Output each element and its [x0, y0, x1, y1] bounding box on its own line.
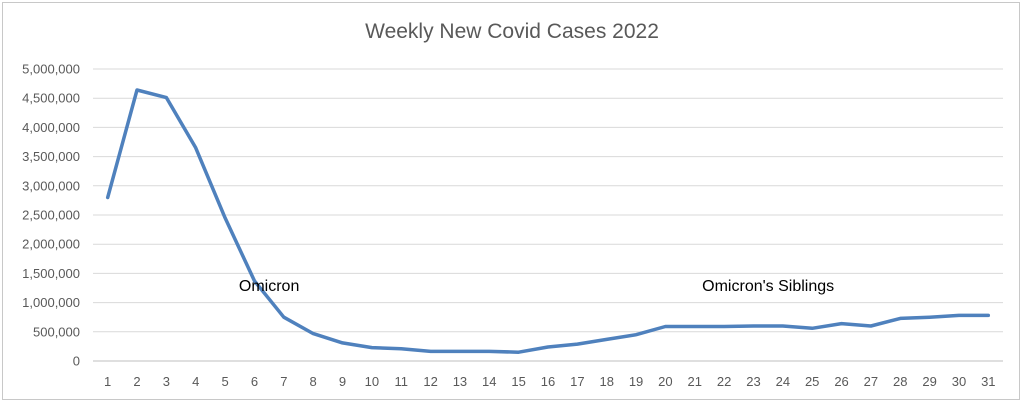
annotation-label: Omicron: [239, 278, 299, 295]
x-tick-labels: 1 2 3 4 5 6 7 8 9 10 11 12 13 14 15 16 17 18 19 20 21 22 23 24 2…: [104, 374, 995, 389]
chart-frame: [2, 2, 1020, 400]
x-tick-label: 10: [365, 374, 379, 389]
x-tick-label: 29: [922, 374, 936, 389]
x-tick-label: 30: [952, 374, 966, 389]
x-tick-label: 31: [981, 374, 995, 389]
x-tick-label: 20: [658, 374, 672, 389]
x-tick-label: 25: [805, 374, 819, 389]
x-tick-label: 26: [834, 374, 848, 389]
x-tick-label: 12: [423, 374, 437, 389]
x-tick-label: 9: [339, 374, 346, 389]
x-tick-label: 7: [280, 374, 287, 389]
y-tick-label: 2,000,000: [22, 237, 80, 252]
y-tick-label: 0: [73, 354, 80, 369]
x-tick-label: 13: [453, 374, 467, 389]
x-tick-label: 19: [629, 374, 643, 389]
y-tick-label: 1,500,000: [22, 266, 80, 281]
x-tick-label: 18: [599, 374, 613, 389]
y-tick-labels: 0 500,000 1,000,000 1,500,000 2,000,000 2,500…: [22, 62, 80, 369]
x-tick-label: 23: [746, 374, 760, 389]
x-tick-label: 21: [688, 374, 702, 389]
x-tick-label: 27: [864, 374, 878, 389]
x-tick-label: 17: [570, 374, 584, 389]
x-tick-label: 5: [221, 374, 228, 389]
x-tick-label: 3: [163, 374, 170, 389]
series-line: [105, 88, 991, 354]
y-tick-label: 4,500,000: [22, 91, 80, 106]
annotations: Omicron Omicron's Siblings: [239, 278, 834, 295]
x-tick-label: 15: [511, 374, 525, 389]
chart-title: Weekly New Covid Cases 2022: [365, 20, 659, 43]
y-tick-label: 500,000: [33, 324, 80, 339]
x-tick-label: 1: [104, 374, 111, 389]
x-tick-label: 8: [310, 374, 317, 389]
x-tick-label: 4: [192, 374, 199, 389]
y-tick-label: 5,000,000: [22, 62, 80, 77]
x-tick-label: 14: [482, 374, 496, 389]
x-tick-label: 16: [541, 374, 555, 389]
y-tick-label: 4,000,000: [22, 120, 80, 135]
y-tick-label: 3,500,000: [22, 149, 80, 164]
y-tick-label: 3,000,000: [22, 178, 80, 193]
x-tick-label: 2: [133, 374, 140, 389]
x-tick-label: 22: [717, 374, 731, 389]
x-tick-label: 6: [251, 374, 258, 389]
series-layer: [105, 88, 991, 354]
x-tick-label: 24: [776, 374, 790, 389]
y-tick-label: 1,000,000: [22, 295, 80, 310]
gridlines: [93, 68, 1003, 362]
x-tick-label: 11: [394, 374, 408, 389]
y-tick-label: 2,500,000: [22, 208, 80, 223]
x-tick-label: 28: [893, 374, 907, 389]
annotation-label: Omicron's Siblings: [702, 278, 834, 295]
